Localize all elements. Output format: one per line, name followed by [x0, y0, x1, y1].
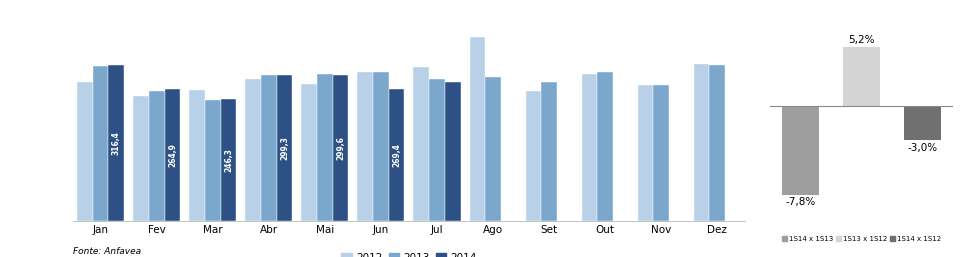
Text: 5,2%: 5,2% — [848, 35, 875, 45]
Bar — [165, 89, 180, 221]
Bar — [485, 77, 500, 221]
Text: -7,8%: -7,8% — [785, 197, 815, 207]
Legend: 2012, 2013, 2014: 2012, 2013, 2014 — [337, 249, 481, 257]
Bar — [429, 79, 445, 221]
Bar — [782, 106, 819, 195]
Bar — [694, 64, 710, 221]
Bar — [526, 91, 541, 221]
Text: -3,0%: -3,0% — [908, 143, 938, 153]
Bar — [597, 72, 613, 221]
Bar — [469, 38, 485, 221]
Bar — [582, 74, 597, 221]
Bar — [843, 47, 880, 106]
Bar — [638, 85, 653, 221]
Bar — [333, 75, 348, 221]
Bar — [93, 66, 108, 221]
Bar — [357, 72, 373, 221]
Bar — [149, 91, 165, 221]
Bar — [710, 65, 725, 221]
Bar — [445, 81, 461, 221]
Bar — [541, 81, 557, 221]
Bar — [413, 67, 429, 221]
Bar — [245, 79, 261, 221]
Legend: 1S14 x 1S13, 1S13 x 1S12, 1S14 x 1S12: 1S14 x 1S13, 1S13 x 1S12, 1S14 x 1S12 — [779, 234, 944, 245]
Text: 299,3: 299,3 — [280, 136, 289, 160]
Bar — [373, 72, 389, 221]
Bar — [653, 85, 669, 221]
Bar — [108, 65, 124, 221]
Bar — [318, 74, 333, 221]
Bar — [189, 90, 205, 221]
Bar — [277, 75, 292, 221]
Bar — [134, 96, 149, 221]
Bar — [904, 106, 941, 140]
Bar — [389, 89, 405, 221]
Text: 299,6: 299,6 — [336, 136, 345, 160]
Text: 264,9: 264,9 — [167, 143, 177, 167]
Bar — [221, 99, 236, 221]
Text: 246,3: 246,3 — [224, 148, 233, 172]
Bar — [77, 81, 93, 221]
Text: 316,4: 316,4 — [112, 131, 121, 155]
Text: 269,4: 269,4 — [392, 143, 401, 167]
Bar — [261, 75, 277, 221]
Text: Fonte: Anfavea: Fonte: Anfavea — [73, 247, 140, 256]
Bar — [205, 100, 221, 221]
Bar — [301, 84, 318, 221]
